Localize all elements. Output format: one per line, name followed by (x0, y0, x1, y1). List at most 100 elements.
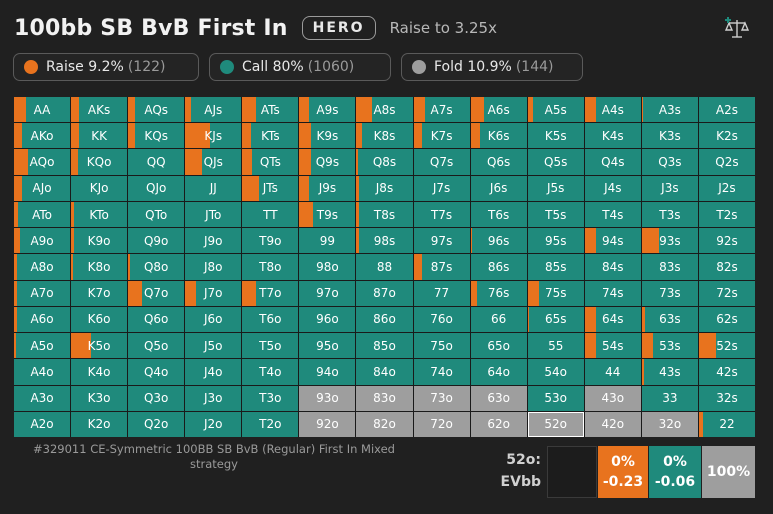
hand-cell-J2o[interactable]: J2o (185, 411, 242, 437)
hand-cell-T4o[interactable]: T4o (242, 359, 299, 385)
hand-cell-96s[interactable]: 96s (470, 228, 527, 254)
hand-cell-J5o[interactable]: J5o (185, 333, 242, 359)
hand-cell-T2o[interactable]: T2o (242, 411, 299, 437)
hand-cell-K2o[interactable]: K2o (71, 411, 128, 437)
hand-cell-J4o[interactable]: J4o (185, 359, 242, 385)
hand-cell-63s[interactable]: 63s (641, 306, 698, 333)
hand-cell-T5s[interactable]: T5s (527, 201, 584, 228)
hand-cell-Q3s[interactable]: Q3s (641, 149, 698, 175)
hand-cell-T8s[interactable]: T8s (356, 201, 413, 228)
hand-cell-K9s[interactable]: K9s (299, 123, 356, 149)
hand-cell-J3o[interactable]: J3o (185, 385, 242, 411)
hand-cell-98s[interactable]: 98s (356, 228, 413, 254)
hand-cell-52s[interactable]: 52s (698, 333, 755, 359)
hand-cell-62o[interactable]: 62o (470, 411, 527, 437)
hand-cell-65s[interactable]: 65s (527, 306, 584, 333)
hand-cell-52o[interactable]: 52o (527, 411, 584, 437)
hand-cell-AJs[interactable]: AJs (185, 97, 242, 123)
hand-cell-A9s[interactable]: A9s (299, 97, 356, 123)
hand-cell-K6s[interactable]: K6s (470, 123, 527, 149)
hand-cell-AKs[interactable]: AKs (71, 97, 128, 123)
hand-cell-J5s[interactable]: J5s (527, 175, 584, 201)
hand-cell-97o[interactable]: 97o (299, 280, 356, 306)
hand-cell-Q8o[interactable]: Q8o (128, 254, 185, 280)
hand-cell-85o[interactable]: 85o (356, 333, 413, 359)
hand-cell-KQs[interactable]: KQs (128, 123, 185, 149)
hand-cell-72s[interactable]: 72s (698, 280, 755, 306)
hand-cell-K7s[interactable]: K7s (413, 123, 470, 149)
hand-cell-QTs[interactable]: QTs (242, 149, 299, 175)
hand-cell-92s[interactable]: 92s (698, 228, 755, 254)
hand-cell-Q7s[interactable]: Q7s (413, 149, 470, 175)
hand-cell-93o[interactable]: 93o (299, 385, 356, 411)
hand-cell-32s[interactable]: 32s (698, 385, 755, 411)
hand-cell-T5o[interactable]: T5o (242, 333, 299, 359)
hand-cell-54s[interactable]: 54s (584, 333, 641, 359)
compare-scale-icon[interactable] (723, 16, 751, 40)
hand-cell-A2s[interactable]: A2s (698, 97, 755, 123)
hand-cell-Q5o[interactable]: Q5o (128, 333, 185, 359)
hand-cell-K2s[interactable]: K2s (698, 123, 755, 149)
hand-cell-94s[interactable]: 94s (584, 228, 641, 254)
hand-cell-Q4s[interactable]: Q4s (584, 149, 641, 175)
hand-cell-T2s[interactable]: T2s (698, 201, 755, 228)
hand-cell-A7s[interactable]: A7s (413, 97, 470, 123)
hand-cell-KJs[interactable]: KJs (185, 123, 242, 149)
hand-cell-74o[interactable]: 74o (413, 359, 470, 385)
hand-cell-JTo[interactable]: JTo (185, 201, 242, 228)
hand-cell-K8o[interactable]: K8o (71, 254, 128, 280)
hand-cell-66[interactable]: 66 (470, 306, 527, 333)
hand-cell-K4s[interactable]: K4s (584, 123, 641, 149)
hand-cell-86s[interactable]: 86s (470, 254, 527, 280)
hand-cell-Q3o[interactable]: Q3o (128, 385, 185, 411)
hand-cell-64o[interactable]: 64o (470, 359, 527, 385)
hand-cell-QTo[interactable]: QTo (128, 201, 185, 228)
hand-cell-82s[interactable]: 82s (698, 254, 755, 280)
hand-cell-JTs[interactable]: JTs (242, 175, 299, 201)
hand-cell-54o[interactable]: 54o (527, 359, 584, 385)
hand-cell-93s[interactable]: 93s (641, 228, 698, 254)
hand-cell-A7o[interactable]: A7o (14, 280, 71, 306)
hand-cell-K8s[interactable]: K8s (356, 123, 413, 149)
hand-cell-QQ[interactable]: QQ (128, 149, 185, 175)
hand-cell-KQo[interactable]: KQo (71, 149, 128, 175)
hand-cell-55[interactable]: 55 (527, 333, 584, 359)
hand-cell-K3o[interactable]: K3o (71, 385, 128, 411)
hand-cell-T6s[interactable]: T6s (470, 201, 527, 228)
hand-cell-99[interactable]: 99 (299, 228, 356, 254)
hand-cell-K6o[interactable]: K6o (71, 306, 128, 333)
hand-cell-97s[interactable]: 97s (413, 228, 470, 254)
hand-cell-T3s[interactable]: T3s (641, 201, 698, 228)
hand-cell-K5s[interactable]: K5s (527, 123, 584, 149)
hand-cell-83s[interactable]: 83s (641, 254, 698, 280)
hand-cell-84o[interactable]: 84o (356, 359, 413, 385)
legend-call[interactable]: Call 80% (1060) (209, 53, 391, 81)
hand-cell-J7s[interactable]: J7s (413, 175, 470, 201)
hand-cell-T8o[interactable]: T8o (242, 254, 299, 280)
hand-cell-J9o[interactable]: J9o (185, 228, 242, 254)
hand-cell-86o[interactable]: 86o (356, 306, 413, 333)
hand-cell-J8o[interactable]: J8o (185, 254, 242, 280)
hand-cell-T9o[interactable]: T9o (242, 228, 299, 254)
hand-cell-94o[interactable]: 94o (299, 359, 356, 385)
hand-cell-44[interactable]: 44 (584, 359, 641, 385)
hand-cell-KK[interactable]: KK (71, 123, 128, 149)
hand-cell-ATo[interactable]: ATo (14, 201, 71, 228)
hand-cell-22[interactable]: 22 (698, 411, 755, 437)
hand-cell-53s[interactable]: 53s (641, 333, 698, 359)
hand-cell-43s[interactable]: 43s (641, 359, 698, 385)
hand-cell-A6s[interactable]: A6s (470, 97, 527, 123)
hand-cell-Q7o[interactable]: Q7o (128, 280, 185, 306)
hand-cell-QJs[interactable]: QJs (185, 149, 242, 175)
hand-cell-96o[interactable]: 96o (299, 306, 356, 333)
hand-cell-53o[interactable]: 53o (527, 385, 584, 411)
hand-cell-A2o[interactable]: A2o (14, 411, 71, 437)
hand-cell-T3o[interactable]: T3o (242, 385, 299, 411)
hand-cell-T7o[interactable]: T7o (242, 280, 299, 306)
hand-cell-Q2o[interactable]: Q2o (128, 411, 185, 437)
hand-cell-76s[interactable]: 76s (470, 280, 527, 306)
hand-cell-Q4o[interactable]: Q4o (128, 359, 185, 385)
hand-cell-J6s[interactable]: J6s (470, 175, 527, 201)
hand-cell-Q5s[interactable]: Q5s (527, 149, 584, 175)
hand-cell-32o[interactable]: 32o (641, 411, 698, 437)
